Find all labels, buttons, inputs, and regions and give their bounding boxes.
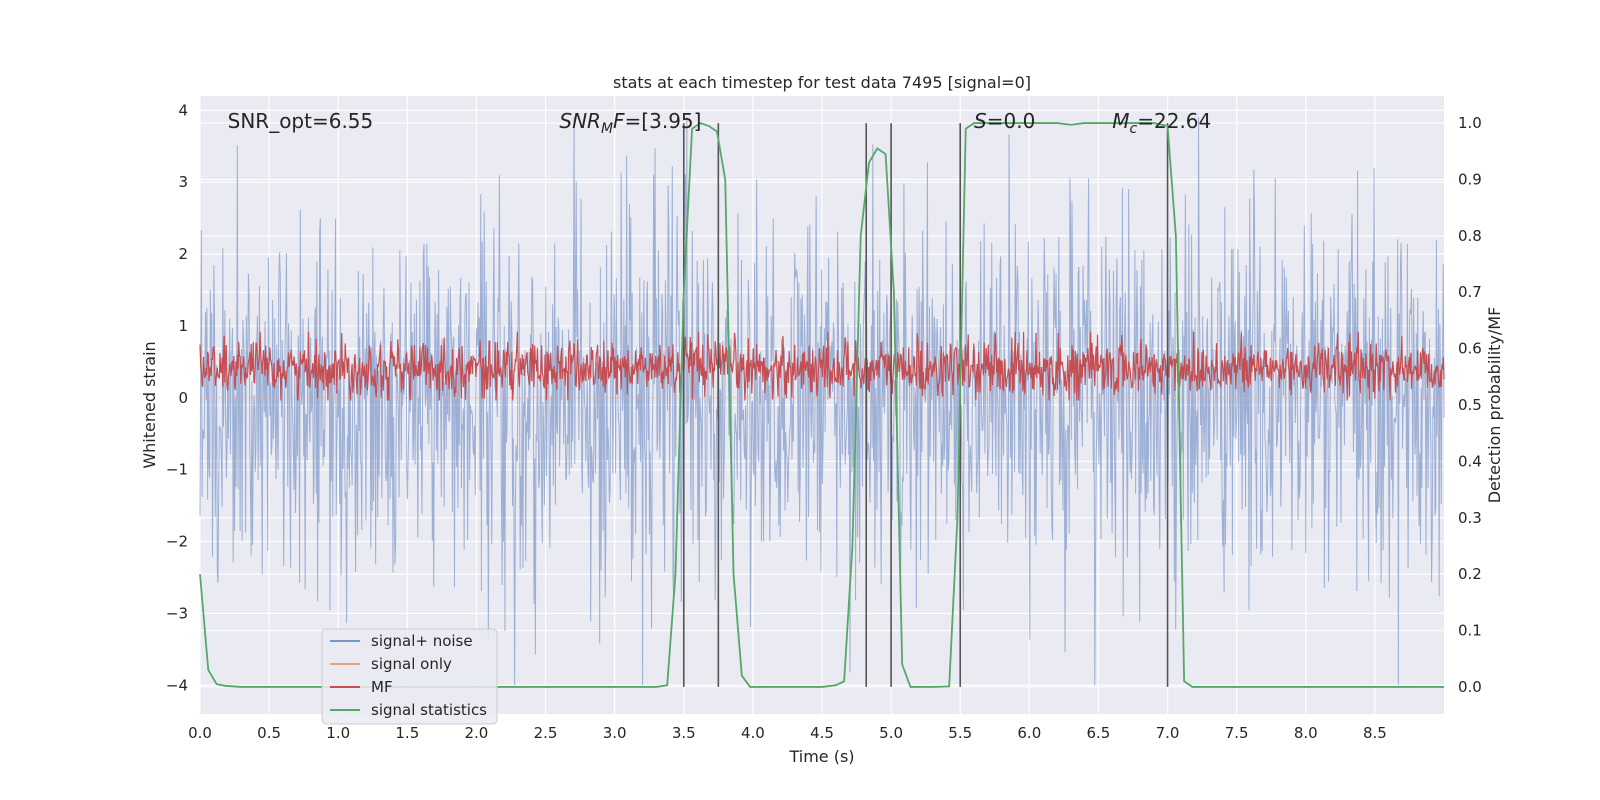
x-tick-12: 6.0 bbox=[1017, 724, 1041, 742]
annotation-2: S=0.0 bbox=[974, 109, 1035, 133]
y-right-tick-1: 0.1 bbox=[1458, 622, 1482, 640]
legend-label-mf: MF bbox=[371, 678, 393, 696]
x-tick-15: 7.5 bbox=[1225, 724, 1249, 742]
x-tick-17: 8.5 bbox=[1363, 724, 1387, 742]
mf-line bbox=[199, 331, 1445, 401]
vertical-markers bbox=[682, 123, 1169, 687]
signal-statistics-line bbox=[199, 122, 1444, 688]
x-tick-5: 2.5 bbox=[534, 724, 558, 742]
y-left-tick-4: 0 bbox=[178, 389, 188, 407]
series-mf bbox=[199, 331, 1445, 401]
y-left-tick-1: −3 bbox=[166, 604, 188, 622]
legend-label-signal-statistics: signal statistics bbox=[371, 701, 487, 719]
x-tick-13: 6.5 bbox=[1087, 724, 1111, 742]
x-tick-16: 8.0 bbox=[1294, 724, 1318, 742]
legend: signal+ noise signal only MF signal stat… bbox=[321, 628, 498, 725]
x-tick-3: 1.5 bbox=[395, 724, 419, 742]
x-tick-10: 5.0 bbox=[879, 724, 903, 742]
annotation-1: SNRMF=[3.95] bbox=[559, 109, 701, 137]
legend-label-signal-noise: signal+ noise bbox=[371, 632, 473, 650]
y-right-tick-3: 0.3 bbox=[1458, 509, 1482, 527]
y-right-tick-9: 0.9 bbox=[1458, 170, 1482, 188]
y-left-tick-6: 2 bbox=[178, 245, 188, 263]
x-axis-label: Time (s) bbox=[788, 747, 854, 766]
y-left-tick-8: 4 bbox=[178, 101, 188, 119]
x-tick-7: 3.5 bbox=[672, 724, 696, 742]
annotations: SNR_opt=6.55 SNRMF=[3.95] S=0.0 Mc=22.64 bbox=[228, 109, 1212, 137]
y-left-tick-labels: −4 −3 −2 −1 0 1 2 3 4 bbox=[166, 101, 188, 694]
x-tick-8: 4.0 bbox=[741, 724, 765, 742]
y-right-tick-2: 0.2 bbox=[1458, 565, 1482, 583]
x-tick-11: 5.5 bbox=[948, 724, 972, 742]
x-tick-2: 1.0 bbox=[326, 724, 350, 742]
y-axis-label-left: Whitened strain bbox=[140, 341, 159, 468]
legend-box bbox=[321, 628, 498, 725]
x-tick-4: 2.0 bbox=[465, 724, 489, 742]
y-left-tick-5: 1 bbox=[178, 317, 188, 335]
y-right-tick-7: 0.7 bbox=[1458, 283, 1482, 301]
annotation-3: Mc=22.64 bbox=[1112, 109, 1211, 137]
x-tick-0: 0.0 bbox=[188, 724, 212, 742]
y-left-tick-3: −1 bbox=[166, 461, 188, 479]
x-tick-labels: 0.0 0.5 1.0 1.5 2.0 2.5 3.0 3.5 4.0 4.5 5.0 5.5 6.0 6… bbox=[188, 724, 1387, 742]
series-signal-statistics bbox=[199, 122, 1444, 688]
y-right-tick-labels: 0.0 0.1 0.2 0.3 0.4 0.5 0.6 0.7 0.8 0.9 1.0 bbox=[1458, 114, 1482, 696]
x-tick-1: 0.5 bbox=[257, 724, 281, 742]
x-tick-14: 7.0 bbox=[1156, 724, 1180, 742]
y-right-tick-0: 0.0 bbox=[1458, 678, 1482, 696]
y-axis-label-right: Detection probability/MF bbox=[1485, 307, 1504, 504]
legend-label-signal-only: signal only bbox=[371, 655, 452, 673]
y-right-tick-8: 0.8 bbox=[1458, 227, 1482, 245]
y-right-tick-4: 0.4 bbox=[1458, 452, 1482, 470]
y-left-tick-0: −4 bbox=[166, 676, 188, 694]
chart-title: stats at each timestep for test data 749… bbox=[613, 73, 1031, 92]
y-right-tick-5: 0.5 bbox=[1458, 396, 1482, 414]
x-tick-6: 3.0 bbox=[603, 724, 627, 742]
y-right-tick-6: 0.6 bbox=[1458, 340, 1482, 358]
annotation-0: SNR_opt=6.55 bbox=[228, 109, 374, 133]
y-right-tick-10: 1.0 bbox=[1458, 114, 1482, 132]
x-tick-9: 4.5 bbox=[810, 724, 834, 742]
y-left-tick-7: 3 bbox=[178, 173, 188, 191]
y-left-tick-2: −2 bbox=[166, 533, 188, 551]
